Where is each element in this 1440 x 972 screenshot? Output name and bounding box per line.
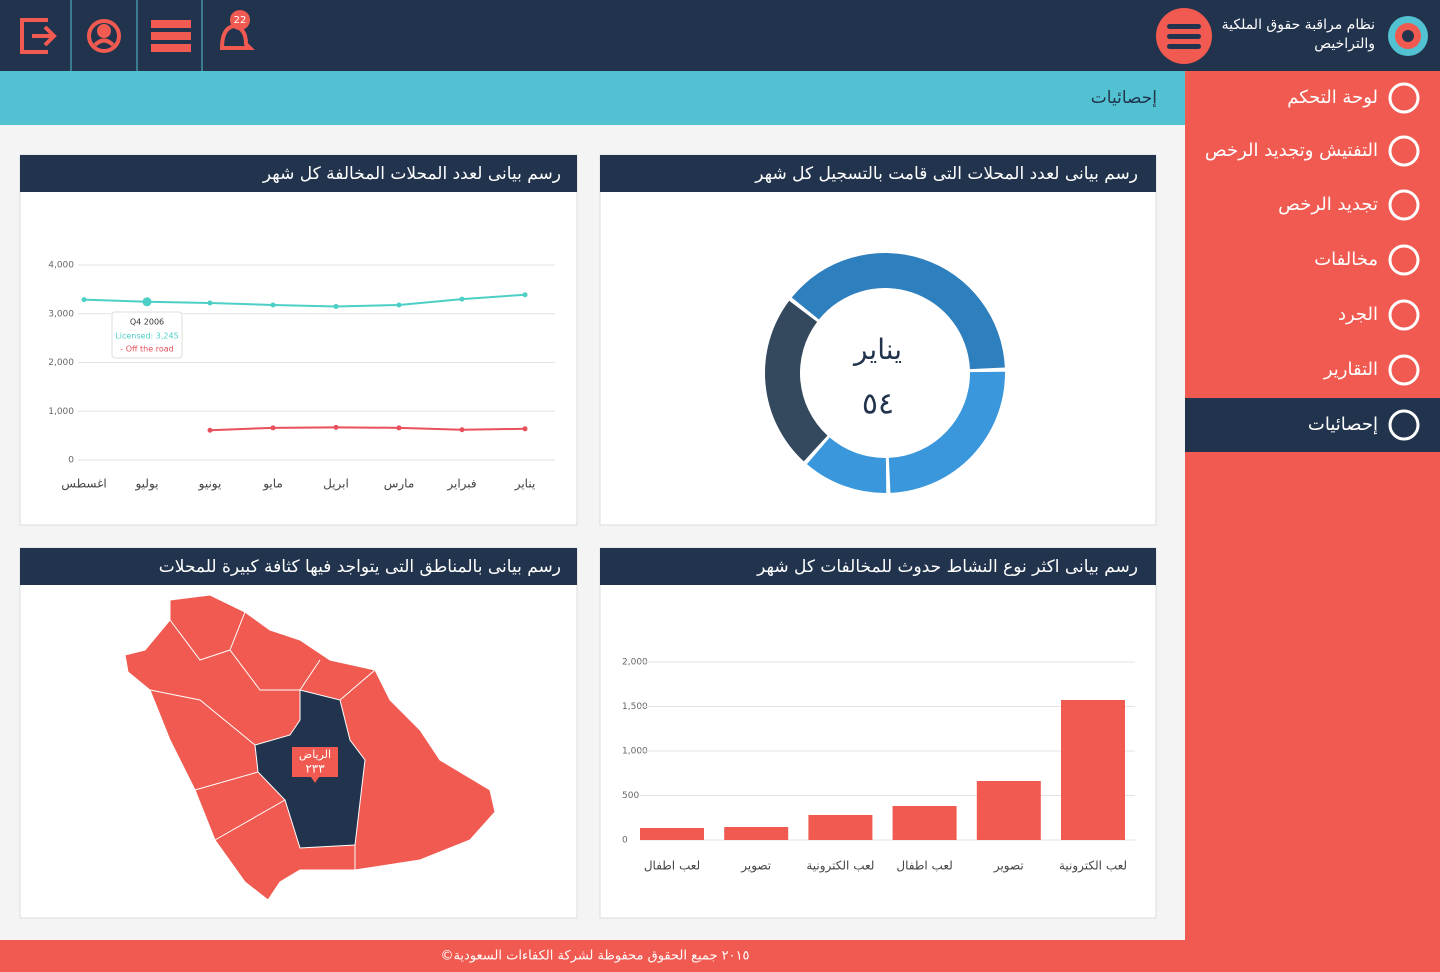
line-point bbox=[522, 292, 528, 298]
panel-title: رسم بيانى اكثر نوع النشاط حدوث للمخالفات… bbox=[756, 557, 1138, 577]
line-point bbox=[333, 424, 339, 430]
user-icon[interactable] bbox=[87, 19, 121, 53]
donut-segment bbox=[888, 371, 1005, 493]
sidebar-icon bbox=[1388, 189, 1420, 221]
line-point bbox=[396, 425, 402, 431]
x-tick-label: لعب الكترونية bbox=[1059, 859, 1127, 874]
line-point bbox=[396, 302, 402, 308]
sidebar-item[interactable]: التقارير bbox=[1323, 359, 1378, 380]
bell-icon[interactable]: 22 bbox=[219, 10, 255, 50]
bar bbox=[640, 827, 704, 840]
line-series bbox=[83, 293, 526, 308]
logout-icon[interactable] bbox=[20, 18, 57, 54]
donut-segment bbox=[806, 437, 887, 493]
panel-title: رسم بيانى بالمناطق التى يتواجد فيها كثاف… bbox=[159, 557, 561, 577]
y-tick-label: 0 bbox=[622, 836, 628, 846]
sidebar-icon bbox=[1388, 244, 1420, 276]
panel-title: رسم بيانى لعدد المحلات المخالفة كل شهر bbox=[262, 164, 561, 184]
bar bbox=[1061, 700, 1125, 840]
app-title: نظام مراقبة حقوق الملكية bbox=[1222, 17, 1375, 33]
footer-text: ©٢٠١٥ جميع الحقوق محفوظة لشركة الكفاءات … bbox=[440, 949, 749, 964]
sidebar-item[interactable]: الجرد bbox=[1338, 304, 1378, 325]
page-title: إحصائيات bbox=[1091, 88, 1157, 108]
line-point bbox=[270, 425, 276, 431]
footer bbox=[0, 940, 1440, 972]
list-icon[interactable] bbox=[151, 20, 191, 52]
tooltip-line: - Off the road bbox=[120, 345, 173, 354]
sidebar-item[interactable]: إحصائيات bbox=[1308, 414, 1378, 435]
line-point bbox=[459, 296, 465, 302]
line-point bbox=[270, 302, 276, 308]
y-tick-label: 4,000 bbox=[48, 261, 74, 271]
line-series bbox=[209, 426, 526, 432]
tooltip-line: Licensed: 3,245 bbox=[115, 332, 178, 341]
sidebar-icon bbox=[1388, 82, 1420, 114]
line-point bbox=[81, 297, 87, 303]
x-tick-label: لعب اطفال bbox=[644, 859, 700, 873]
y-tick-label: 1,500 bbox=[622, 702, 648, 712]
sidebar-icon bbox=[1388, 354, 1420, 386]
line-point bbox=[142, 297, 152, 307]
x-tick-label: تصوير bbox=[993, 859, 1024, 874]
sidebar bbox=[1185, 71, 1440, 972]
x-tick-label: يناير bbox=[514, 477, 536, 492]
sidebar-item[interactable]: لوحة التحكم bbox=[1287, 87, 1378, 108]
x-tick-label: لعب اطفال bbox=[896, 859, 952, 873]
line-point bbox=[207, 427, 213, 433]
menu-icon bbox=[1167, 24, 1201, 49]
y-tick-label: 2,000 bbox=[48, 358, 74, 368]
map-tooltip: الرياض ٢٣٣ bbox=[292, 747, 338, 783]
sidebar-icon bbox=[1388, 299, 1420, 331]
y-tick-label: 500 bbox=[622, 791, 639, 801]
tooltip-title: Q4 2006 bbox=[130, 318, 164, 327]
x-tick-label: يونيو bbox=[198, 477, 222, 492]
x-tick-label: مايو bbox=[262, 477, 283, 492]
sidebar-active bbox=[1185, 398, 1440, 452]
logo bbox=[1388, 16, 1428, 56]
x-tick-label: يوليو bbox=[134, 477, 158, 492]
line-point bbox=[522, 426, 528, 432]
x-tick-label: تصوير bbox=[740, 859, 771, 874]
donut-center-value: ٥٤ bbox=[862, 387, 894, 422]
y-tick-label: 2,000 bbox=[622, 658, 648, 668]
donut-segment bbox=[791, 253, 1005, 370]
bar bbox=[892, 806, 957, 840]
tooltip-box bbox=[111, 311, 183, 359]
bar bbox=[808, 814, 873, 840]
donut-center-label: يناير bbox=[852, 333, 902, 366]
x-tick-label: مارس bbox=[384, 477, 415, 492]
y-tick-label: 1,000 bbox=[48, 407, 74, 417]
tooltip-value: ٢٣٣ bbox=[305, 762, 325, 776]
panel: رسم بيانى لعدد المحلات المخالفة كل شهر bbox=[19, 154, 578, 526]
sidebar-icon bbox=[1388, 135, 1420, 167]
sidebar-icon bbox=[1388, 409, 1420, 441]
line-point bbox=[333, 303, 339, 309]
line-point bbox=[207, 300, 213, 306]
x-tick-label: ابريل bbox=[323, 477, 349, 492]
y-tick-label: 3,000 bbox=[48, 309, 74, 319]
x-tick-label: فبراير bbox=[446, 477, 476, 492]
top-bar bbox=[0, 0, 1440, 71]
panel-title: رسم بيانى لعدد المحلات التى قامت بالتسجي… bbox=[754, 164, 1138, 184]
app-title: والتراخيص bbox=[1314, 36, 1375, 52]
x-tick-label: اغسطس bbox=[61, 477, 106, 492]
notification-badge: 22 bbox=[234, 15, 247, 26]
title-strip bbox=[0, 71, 1185, 125]
sidebar-item[interactable]: التفتيش وتجديد الرخص bbox=[1205, 140, 1378, 161]
donut-segment bbox=[765, 300, 828, 462]
y-tick-label: 0 bbox=[68, 456, 74, 466]
line-point bbox=[459, 427, 465, 433]
y-tick-label: 1,000 bbox=[622, 747, 648, 757]
sidebar-item[interactable]: مخالفات bbox=[1314, 249, 1378, 270]
bar bbox=[724, 827, 789, 840]
tooltip-region: الرياض bbox=[299, 748, 331, 761]
sidebar-item[interactable]: تجديد الرخص bbox=[1278, 194, 1378, 215]
x-tick-label: لعب الكترونية bbox=[806, 859, 874, 874]
bar bbox=[976, 780, 1041, 840]
